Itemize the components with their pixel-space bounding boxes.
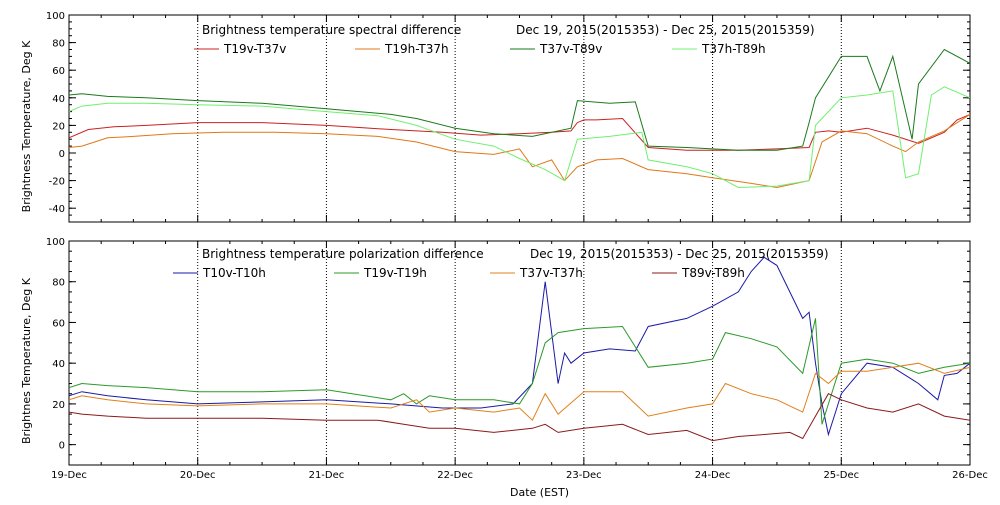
series-line-t19v-t37v [69, 113, 970, 151]
legend-label: T19h-T37h [384, 42, 449, 56]
series-line-t10v-t10h [69, 256, 970, 437]
y-tick-label: -20 [49, 177, 65, 188]
legend-label: T19v-T19h [363, 266, 427, 280]
legend-label: T37v-T37h [519, 266, 583, 280]
chart-subtitle: Dec 19, 2015(2015353) - Dec 25, 2015(201… [530, 247, 829, 261]
y-tick-label: 60 [52, 66, 65, 77]
legend-label: T10v-T10h [202, 266, 266, 280]
y-tick-label: 100 [46, 11, 65, 22]
y-tick-label: 0 [59, 149, 65, 160]
y-axis-title: Brightnes Temperature, Deg K [20, 277, 33, 444]
series-line-t89v-t89h [69, 393, 970, 442]
y-tick-label: 40 [52, 94, 65, 105]
series-line-t37v-t37h [69, 362, 970, 422]
y-axis-title: Brightness Temperature, Deg K [20, 40, 33, 212]
plot-frame [68, 14, 971, 223]
y-tick-label: 100 [46, 237, 65, 248]
series-line-t19v-t19h [69, 318, 970, 425]
chart-subtitle: Dec 19, 2015(2015353) - Dec 25, 2015(201… [516, 23, 815, 37]
legend-label: T89v-T89h [681, 266, 745, 280]
chart-title: Brightness temperature polarization diff… [202, 247, 484, 261]
series-line-t37v-t89v [69, 48, 970, 151]
x-tick-label: 26-Dec [952, 470, 988, 481]
x-tick-label: 23-Dec [566, 470, 602, 481]
x-tick-label: 20-Dec [180, 470, 216, 481]
legend-label: T37h-T89h [701, 42, 766, 56]
x-tick-label: 21-Dec [309, 470, 345, 481]
y-tick-label: 60 [52, 318, 65, 329]
chart-title: Brightness temperature spectral differen… [202, 23, 461, 37]
series-line-t37h-t89h [69, 86, 970, 189]
x-tick-label: 22-Dec [437, 470, 473, 481]
y-tick-label: 20 [52, 400, 65, 411]
series-line-t19h-t37h [69, 113, 970, 189]
x-tick-label: 19-Dec [51, 470, 87, 481]
y-tick-label: -40 [49, 204, 65, 215]
y-tick-label: 20 [52, 121, 65, 132]
y-tick-label: 0 [59, 441, 65, 452]
x-tick-label: 24-Dec [695, 470, 731, 481]
y-tick-label: 80 [52, 39, 65, 50]
legend-label: T37v-T89v [539, 42, 602, 56]
y-tick-label: 40 [52, 359, 65, 370]
x-axis-title: Date (EST) [510, 486, 569, 499]
y-tick-label: 80 [52, 278, 65, 289]
x-tick-label: 25-Dec [823, 470, 859, 481]
legend-label: T19v-T37v [223, 42, 286, 56]
